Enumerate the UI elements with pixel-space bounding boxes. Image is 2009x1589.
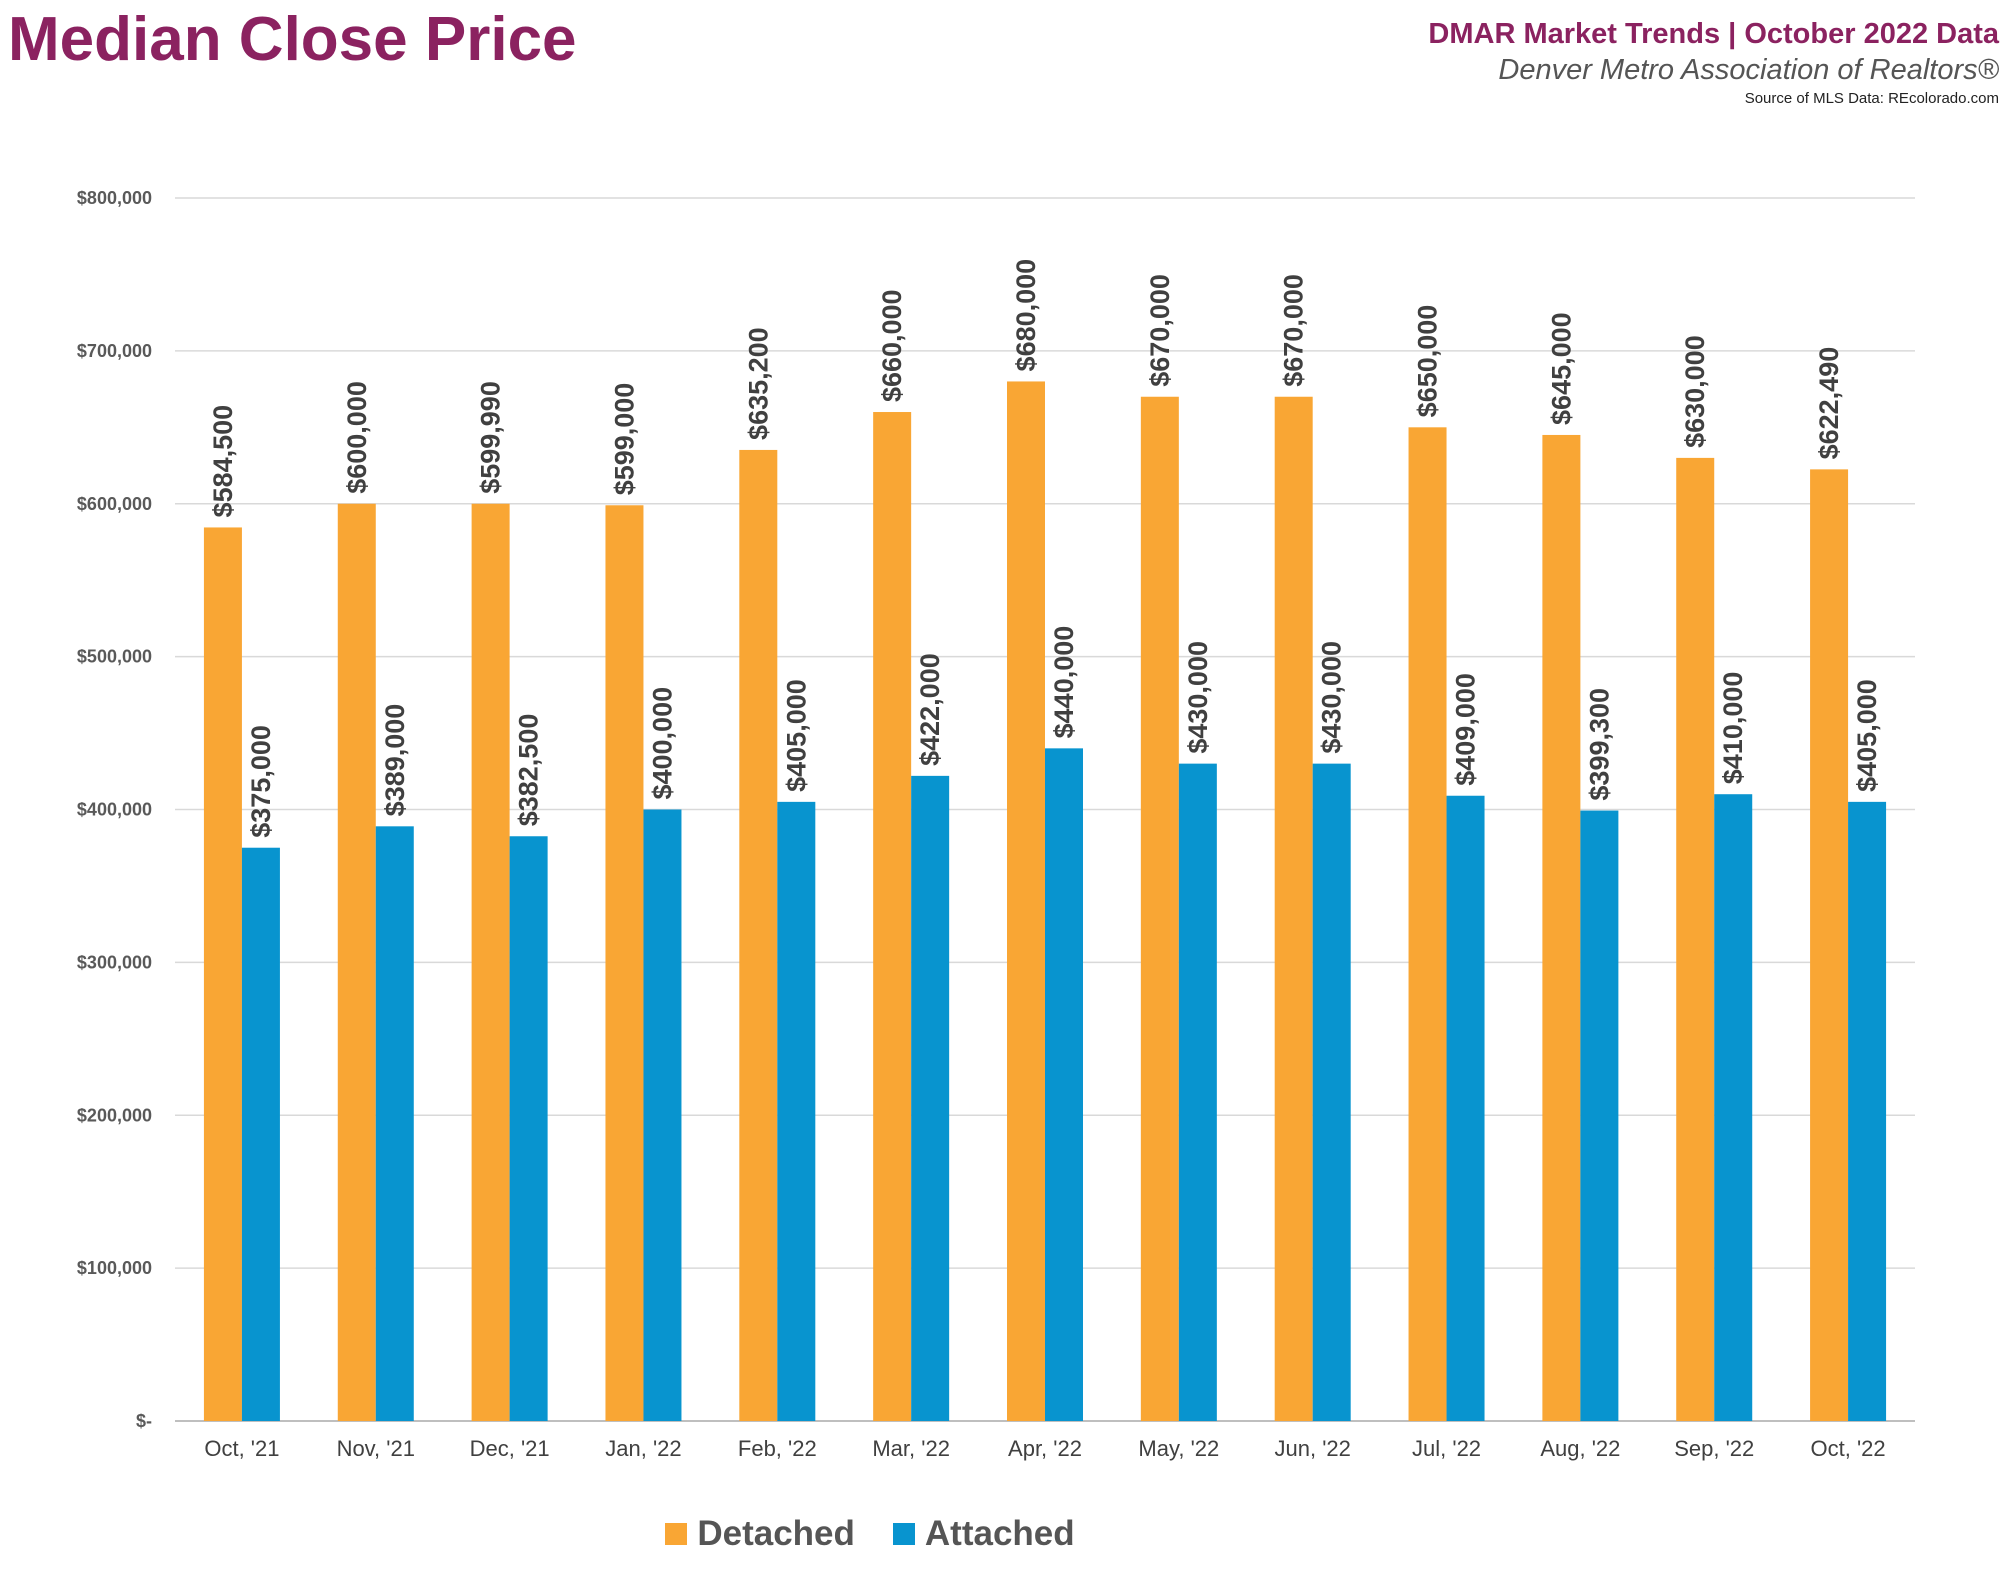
data-label: $405,000 [781,679,811,792]
y-tick-label: $400,000 [77,800,152,820]
bar-attached [1848,801,1887,1421]
bar-detached [1810,469,1849,1421]
x-tick-label: Nov, '21 [337,1436,415,1461]
bar-detached [1408,427,1447,1421]
x-tick-label: Sep, '22 [1674,1436,1754,1461]
legend-label-detached: Detached [697,1514,855,1553]
x-tick-label: Oct, '22 [1811,1436,1886,1461]
data-label: $670,000 [1145,274,1175,387]
legend-label-attached: Attached [924,1514,1075,1553]
x-tick-label: Jun, '22 [1275,1436,1351,1461]
x-tick-label: May, '22 [1138,1436,1219,1461]
bar-detached [873,412,912,1421]
data-label: $635,200 [743,327,773,440]
x-tick-label: Oct, '21 [204,1436,279,1461]
data-label: $410,000 [1718,672,1748,785]
x-tick-label: Jan, '22 [605,1436,681,1461]
legend-item-attached: Attached [892,1514,1075,1554]
legend-item-detached: Detached [665,1514,855,1554]
legend-swatch-detached [665,1523,688,1545]
report-header: DMAR Market Trends | October 2022 Data D… [1428,16,1999,110]
bar-detached [203,527,242,1421]
y-tick-label: $300,000 [77,952,152,972]
data-label: $400,000 [647,687,677,800]
x-tick-label: Aug, '22 [1540,1436,1620,1461]
x-tick-label: Jul, '22 [1412,1436,1481,1461]
legend-swatch-attached [892,1523,915,1545]
data-label: $422,000 [915,653,945,766]
data-label: $405,000 [1852,679,1882,792]
y-tick-label: $500,000 [77,647,152,667]
data-label: $630,000 [1680,335,1710,448]
bar-attached [1178,763,1217,1421]
x-tick-label: Apr, '22 [1008,1436,1082,1461]
data-label: $430,000 [1183,641,1213,754]
y-tick-label: $200,000 [77,1105,152,1125]
data-label: $599,990 [476,381,506,494]
data-label: $622,490 [1814,347,1844,460]
main-title: Median Close Price [8,5,577,74]
bar-chart: $- $100,000 $200,000 $300,000 $400,000 $500,0… [77,188,1915,1461]
data-label: $599,000 [609,383,639,496]
y-tick-label: $100,000 [77,1258,152,1278]
bar-attached [643,809,682,1421]
report-title: DMAR Market Trends | October 2022 Data [1428,18,1999,50]
organization-name: Denver Metro Association of Realtors® [1498,54,1999,86]
data-label: $645,000 [1546,312,1576,425]
bar-detached [1274,396,1313,1421]
data-label: $650,000 [1413,305,1443,418]
bar-attached [777,801,816,1421]
data-label: $382,500 [514,714,544,827]
bar-detached [471,503,510,1422]
bar-detached [1676,457,1715,1421]
data-label: $670,000 [1279,274,1309,387]
data-label: $389,000 [380,704,410,817]
bar-detached [739,449,778,1421]
bar-detached [1007,381,1045,1422]
bar-attached [1045,748,1083,1421]
bar-attached [1446,795,1485,1421]
x-tick-label: Mar, '22 [872,1436,950,1461]
bar-attached [911,775,950,1421]
y-tick-label: $700,000 [77,341,152,361]
data-label: $680,000 [1011,259,1041,372]
bar-attached [1580,810,1619,1421]
y-tick-label: $- [136,1411,152,1431]
bar-attached [1312,763,1351,1421]
source-note: Source of MLS Data: REcolorado.com [1744,90,1999,107]
y-tick-label: $800,000 [77,188,152,208]
x-tick-label: Dec, '21 [470,1436,550,1461]
data-label: $399,300 [1584,688,1614,801]
bar-attached [375,826,414,1421]
x-tick-label: Feb, '22 [738,1436,817,1461]
bar-detached [337,503,376,1421]
bar-attached [1714,794,1753,1421]
bar-detached [605,505,644,1421]
bar-attached [241,847,280,1421]
y-tick-label: $600,000 [77,494,152,514]
data-label: $430,000 [1317,641,1347,754]
data-label: $409,000 [1451,673,1481,786]
data-label: $440,000 [1049,626,1079,739]
data-label: $375,000 [246,725,276,838]
data-label: $600,000 [342,381,372,494]
bar-detached [1140,396,1179,1421]
bar-detached [1542,434,1581,1421]
data-label: $660,000 [877,289,907,402]
data-label: $584,500 [208,405,238,518]
bar-attached [509,836,548,1421]
legend: Detached Attached [0,1514,1740,1554]
